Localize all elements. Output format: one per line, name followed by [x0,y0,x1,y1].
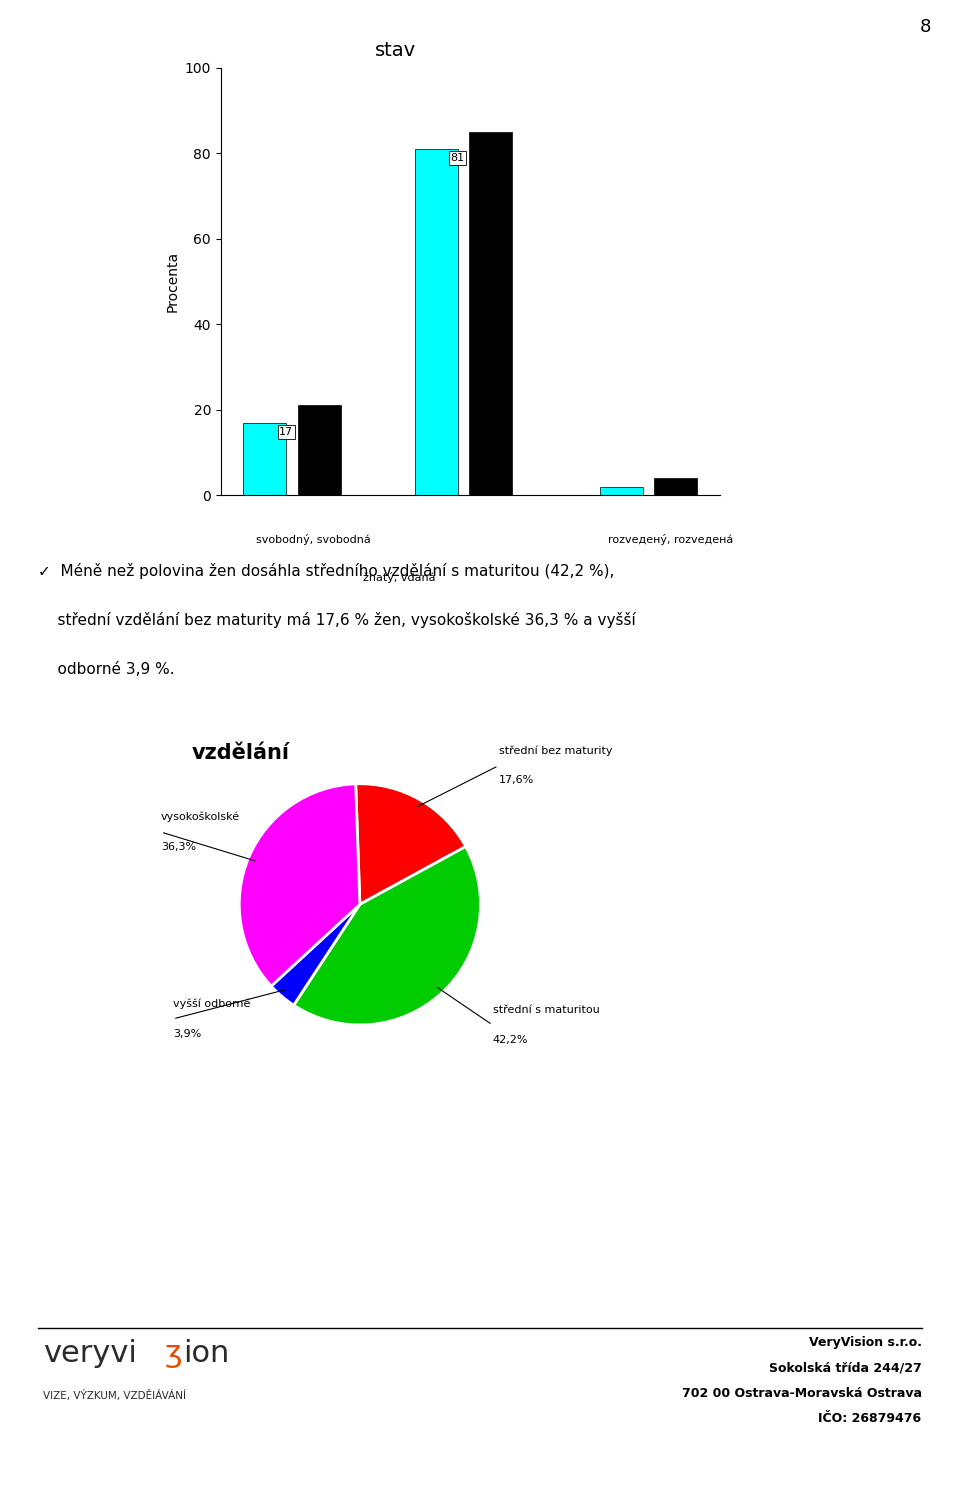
Text: vyšší odborné: vyšší odborné [173,998,251,1009]
Text: 8: 8 [920,18,931,36]
Text: svobodný, svobodná: svobodný, svobodná [256,534,371,545]
Text: 42,2%: 42,2% [492,1034,528,1045]
Text: 17: 17 [279,426,294,437]
Text: 3,9%: 3,9% [173,1028,202,1039]
Text: VeryVision s.r.o.: VeryVision s.r.o. [808,1336,922,1349]
Y-axis label: Procenta: Procenta [165,251,180,312]
Bar [655,479,697,495]
Wedge shape [355,784,466,904]
Wedge shape [294,847,481,1025]
Text: vzdělání: vzdělání [192,743,290,763]
Text: ✓  Méně než polovina žen dosáhla středního vzdělání s maturitou (42,2 %),: ✓ Méně než polovina žen dosáhla středníh… [38,563,614,579]
Bar [244,423,286,495]
Title: stav: stav [375,42,416,60]
Wedge shape [239,784,360,986]
Text: 81: 81 [450,153,465,164]
Text: střední vzdělání bez maturity má 17,6 % žen, vysokoškolské 36,3 % a vyšší: střední vzdělání bez maturity má 17,6 % … [38,612,636,629]
Text: IČO: 26879476: IČO: 26879476 [819,1412,922,1426]
Text: veryvi: veryvi [43,1339,137,1367]
Text: rozveденý, rozveденá: rozveденý, rozveденá [608,534,732,545]
Text: vysokoškolské: vysokoškolské [161,812,240,823]
Text: VIZE, VÝZKUM, VZDĚlÁVÁNÍ: VIZE, VÝZKUM, VZDĚlÁVÁNÍ [43,1390,186,1400]
Text: ion: ion [183,1339,229,1367]
Text: žnatý, vdaná: žnatý, vdaná [363,572,435,584]
Bar [600,486,643,495]
Text: střední bez maturity: střední bez maturity [498,746,612,757]
Text: ʒ: ʒ [165,1339,182,1367]
Text: 702 00 Ostrava-Moravská Ostrava: 702 00 Ostrava-Moravská Ostrava [682,1387,922,1400]
Bar [469,132,512,495]
Bar [298,405,341,495]
Text: 17,6%: 17,6% [498,776,534,785]
Text: odborné 3,9 %.: odborné 3,9 %. [38,662,175,677]
Wedge shape [272,904,360,1006]
Text: Sokolská třída 244/27: Sokolská třída 244/27 [769,1361,922,1375]
Bar [415,149,458,495]
Text: 36,3%: 36,3% [161,842,196,851]
Text: střední s maturitou: střední s maturitou [492,1006,599,1015]
